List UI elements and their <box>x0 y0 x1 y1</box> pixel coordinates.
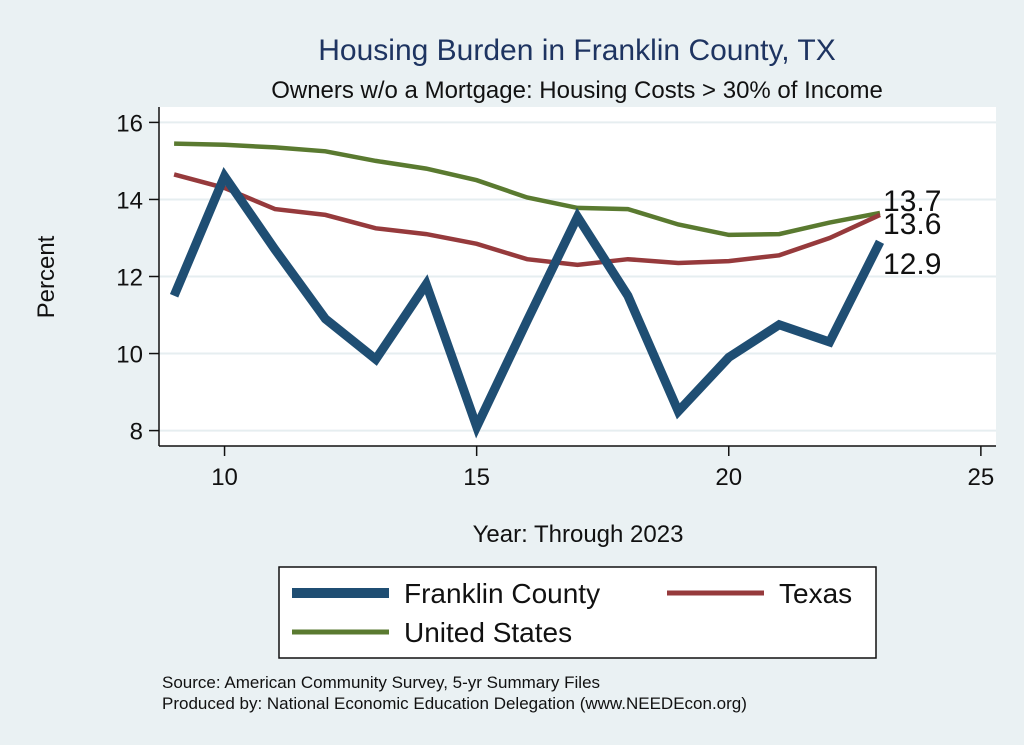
chart-title: Housing Burden in Franklin County, TX <box>318 34 836 67</box>
series-line-texas <box>173 172 881 268</box>
legend: Franklin County Texas United States <box>278 566 877 659</box>
end-label-franklin-county: 12.9 <box>883 248 941 281</box>
producer-note: Produced by: National Economic Education… <box>162 694 747 713</box>
y-tick-label: 14 <box>116 187 143 214</box>
legend-label-franklin-county: Franklin County <box>404 578 600 609</box>
x-tick-label: 20 <box>715 464 742 491</box>
end-labels: 12.9 13.613.7 <box>883 185 941 281</box>
x-tick-label: 25 <box>968 464 995 491</box>
series-line-united-states <box>174 141 881 238</box>
y-tick-label: 10 <box>116 342 143 369</box>
x-axis-title: Year: Through 2023 <box>473 521 684 548</box>
legend-label-texas: Texas <box>779 578 852 609</box>
y-axis-title: Percent <box>33 235 60 318</box>
x-tick-label: 15 <box>463 464 490 491</box>
y-tick-label: 8 <box>130 419 143 446</box>
y-tick-label: 12 <box>116 265 143 292</box>
source-note: Source: American Community Survey, 5-yr … <box>162 673 600 692</box>
end-label-texas: 13.6 <box>883 208 941 241</box>
legend-label-united-states: United States <box>404 617 572 648</box>
x-tick-label: 10 <box>211 464 238 491</box>
axes: 8 10 12 14 16 10 15 20 25 <box>116 107 996 491</box>
end-label-united-states: 13.7 <box>883 185 941 218</box>
legend-box <box>278 566 877 659</box>
y-tick-label: 16 <box>116 110 143 137</box>
series-line-franklin-county <box>169 166 885 439</box>
chart-subtitle: Owners w/o a Mortgage: Housing Costs > 3… <box>271 77 883 104</box>
series-lines <box>169 141 885 439</box>
